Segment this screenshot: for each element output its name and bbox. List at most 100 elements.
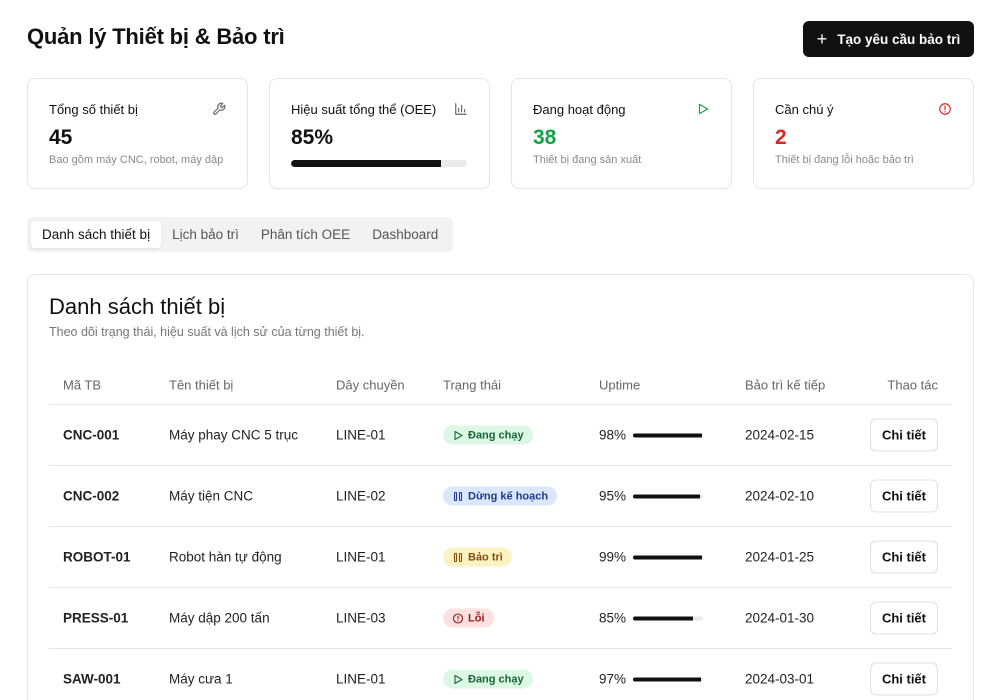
uptime-bar [633, 433, 704, 437]
uptime-bar [633, 616, 704, 620]
uptime-bar [633, 494, 704, 498]
uptime-cell: 97% [599, 671, 704, 687]
stat-subtext: Bao gồm máy CNC, robot, máy dập [49, 154, 224, 166]
device-list-panel: Danh sách thiết bị Theo dõi trạng thái, … [27, 274, 974, 700]
wrench-icon [213, 102, 226, 115]
bar-chart-icon [455, 103, 467, 115]
device-line: LINE-03 [336, 610, 386, 626]
panel-description: Theo dõi trạng thái, hiệu suất và lịch s… [49, 325, 365, 339]
stat-value: 45 [49, 126, 73, 149]
stat-subtext: Thiết bị đang lỗi hoặc bảo trì [775, 154, 914, 166]
uptime-cell: 98% [599, 427, 704, 443]
device-name: Máy cưa 1 [169, 671, 233, 687]
alert-circle-icon [452, 612, 464, 624]
device-id: CNC-001 [63, 427, 120, 443]
action-cell: Chi tiết [869, 601, 938, 635]
play-icon [454, 430, 463, 440]
oee-progress-bar [291, 160, 467, 167]
status-cell: Dừng kế hoạch [443, 486, 558, 506]
tab-maintenance-schedule[interactable]: Lịch bảo trì [172, 227, 239, 242]
stat-value: 85% [291, 126, 334, 149]
column-header: Uptime [599, 377, 641, 392]
action-cell: Chi tiết [869, 540, 938, 574]
stat-value: 2 [775, 126, 787, 149]
uptime-cell: 99% [599, 549, 704, 565]
status-label: Lỗi [468, 612, 485, 624]
pause-bars-icon [453, 491, 463, 501]
device-name: Máy dập 200 tấn [169, 610, 270, 626]
create-maintenance-request-button[interactable]: + Tạo yêu cầu bảo trì [803, 21, 974, 57]
device-name: Máy phay CNC 5 trục [169, 427, 299, 443]
next-maintenance-date: 2024-01-30 [745, 610, 815, 626]
device-id: CNC-002 [63, 488, 120, 504]
play-icon [698, 103, 709, 115]
table-row: SAW-001 Máy cưa 1 LINE-01 Đang chạy 97% 2024-… [49, 649, 952, 700]
next-maintenance-date: 2024-02-10 [745, 488, 815, 504]
status-cell: Bảo trì [443, 547, 512, 567]
status-badge: Lỗi [443, 608, 494, 628]
plus-icon: + [816, 29, 828, 49]
table-row: CNC-001 Máy phay CNC 5 trục LINE-01 Đang ch… [49, 405, 952, 466]
column-header: Mã TB [63, 377, 102, 392]
detail-button[interactable]: Chi tiết [869, 418, 938, 452]
action-cell: Chi tiết [869, 418, 938, 452]
uptime-value: 97% [599, 671, 627, 687]
stat-card-oee: Hiệu suất tổng thể (OEE) 85% [269, 78, 490, 189]
alert-circle-icon [939, 103, 951, 115]
device-line: LINE-01 [336, 549, 386, 565]
action-cell: Chi tiết [869, 479, 938, 513]
uptime-bar [633, 677, 704, 681]
device-name: Máy tiện CNC [169, 488, 254, 504]
tab-dashboard[interactable]: Dashboard [372, 227, 439, 242]
uptime-value: 99% [599, 549, 627, 565]
detail-button[interactable]: Chi tiết [869, 540, 938, 574]
create-button-label: Tạo yêu cầu bảo trì [837, 31, 961, 47]
status-badge: Đang chạy [443, 425, 533, 445]
device-table: Mã TB Tên thiết bị Dây chuyền Trạng thái… [49, 365, 952, 700]
stat-card-active: Đang hoạt động 38 Thiết bị đang sản xuất [511, 78, 732, 189]
device-line: LINE-02 [336, 488, 386, 504]
action-cell: Chi tiết [869, 662, 938, 696]
status-cell: Đang chạy [443, 425, 533, 445]
status-label: Bảo trì [468, 551, 503, 563]
detail-button[interactable]: Chi tiết [869, 662, 938, 696]
uptime-cell: 95% [599, 489, 704, 504]
next-maintenance-date: 2024-02-15 [745, 427, 815, 443]
uptime-cell: 85% [599, 610, 704, 626]
detail-button[interactable]: Chi tiết [869, 601, 938, 635]
table-row: ROBOT-01 Robot hàn tự động LINE-01 Bảo trì 9… [49, 527, 952, 588]
column-header: Dây chuyền [336, 377, 405, 392]
view-tabs: Danh sách thiết bị Lịch bảo trì Phân tíc… [27, 217, 454, 252]
status-label: Đang chạy [468, 673, 524, 685]
stat-value: 38 [533, 126, 557, 149]
panel-title: Danh sách thiết bị [49, 294, 226, 319]
status-badge: Đang chạy [443, 669, 533, 689]
device-id: PRESS-01 [63, 610, 129, 626]
device-id: SAW-001 [63, 671, 121, 687]
stat-subtext: Thiết bị đang sản xuất [533, 154, 642, 166]
stat-label: Tổng số thiết bị [49, 102, 138, 117]
column-header: Bảo trì kế tiếp [745, 377, 826, 392]
uptime-value: 85% [599, 610, 627, 626]
next-maintenance-date: 2024-03-01 [745, 671, 815, 687]
tab-oee-analysis[interactable]: Phân tích OEE [260, 227, 351, 242]
status-badge: Dừng kế hoạch [443, 486, 558, 506]
stat-card-total-devices: Tổng số thiết bị 45 Bao gồm máy CNC, rob… [27, 78, 248, 189]
table-header: Mã TB Tên thiết bị Dây chuyền Trạng thái… [49, 365, 952, 405]
pause-bars-icon [453, 552, 463, 562]
device-line: LINE-01 [336, 427, 386, 443]
table-row: CNC-002 Máy tiện CNC LINE-02 Dừng kế hoạch 9… [49, 466, 952, 527]
table-row: PRESS-01 Máy dập 200 tấn LINE-03 Lỗi 85% 2024… [49, 588, 952, 649]
device-id: ROBOT-01 [63, 549, 131, 565]
status-label: Dừng kế hoạch [468, 490, 549, 502]
column-header: Trạng thái [443, 377, 502, 392]
tab-device-list[interactable]: Danh sách thiết bị [31, 221, 162, 248]
uptime-value: 98% [599, 427, 627, 443]
status-cell: Đang chạy [443, 669, 533, 689]
stat-card-attention: Cần chú ý 2 Thiết bị đang lỗi hoặc bảo t… [753, 78, 974, 189]
play-icon [454, 674, 463, 684]
status-cell: Lỗi [443, 608, 494, 628]
stat-label: Hiệu suất tổng thể (OEE) [291, 102, 437, 117]
detail-button[interactable]: Chi tiết [869, 479, 938, 513]
uptime-bar [633, 555, 704, 559]
